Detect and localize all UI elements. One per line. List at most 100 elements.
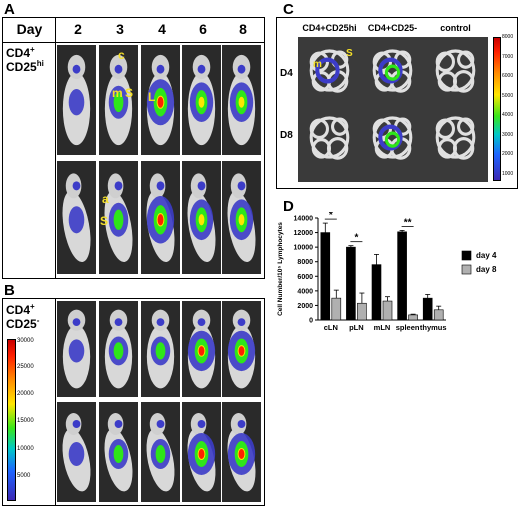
mouse-image-ventral — [99, 45, 138, 155]
mouse-image-lateral — [99, 161, 138, 274]
legend-label: day 4 — [476, 251, 497, 260]
day-label-3: 3 — [116, 21, 124, 37]
legend-swatch — [461, 250, 472, 261]
mouse-image-lateral — [222, 402, 261, 502]
mouse-image-ventral — [57, 45, 96, 155]
significance-label: * — [354, 233, 358, 244]
row-label-cd25neg: CD4+ CD25- — [6, 302, 40, 332]
intestine-image — [425, 38, 486, 103]
annotation-s-top: S — [125, 86, 134, 100]
x-tick-label: mLN — [374, 323, 391, 332]
y-tick-label: 6000 — [297, 274, 313, 281]
mouse-image-lateral — [141, 402, 180, 502]
colorbar-c-tick: 2000 — [502, 151, 514, 157]
intestine-image — [425, 105, 486, 170]
day-label-8: 8 — [239, 21, 247, 37]
mouse-image-ventral — [182, 45, 221, 155]
intestine-image — [362, 105, 423, 170]
mouse-image-ventral — [57, 301, 96, 397]
annotation-s-bottom: S — [100, 214, 109, 228]
column-divider-b — [55, 299, 56, 505]
intestine-image — [299, 38, 360, 103]
mouse-image-lateral — [222, 161, 261, 274]
panel-c-col-header: CD4+CD25hi — [302, 23, 357, 33]
bar-day-4 — [320, 232, 331, 321]
mouse-image-lateral — [57, 402, 96, 502]
bar-day-4 — [371, 264, 382, 321]
annotation-m: m — [112, 86, 123, 100]
annotation-c-m: m — [313, 59, 322, 70]
mouse-image-ventral — [141, 45, 180, 155]
day-label-4: 4 — [158, 21, 166, 37]
colorbar-b-tick: 20000 — [17, 391, 34, 397]
colorbar-b-tick: 15000 — [17, 418, 34, 424]
x-tick-label: cLN — [324, 323, 338, 332]
header-divider — [3, 42, 264, 43]
row-label-cd25hi: CD4+ CD25hi — [6, 45, 44, 75]
y-tick-label: 2000 — [297, 303, 313, 310]
mouse-image-lateral — [57, 161, 96, 274]
y-axis-label: Cell Number/10⁵ Lymphocytes — [277, 222, 284, 316]
bar-day-8 — [382, 300, 393, 321]
annotation-l: L — [148, 90, 156, 104]
legend-label: day 8 — [476, 265, 497, 274]
day-label-6: 6 — [199, 21, 207, 37]
mouse-image-lateral — [141, 161, 180, 274]
panel-c-letter: C — [283, 1, 294, 18]
day-label-2: 2 — [74, 21, 82, 37]
mouse-image-ventral — [141, 301, 180, 397]
bar-day-8 — [408, 314, 418, 321]
panel-c-col-header: control — [440, 23, 471, 33]
panel-a-letter: A — [4, 1, 15, 18]
colorbar-c-tick: 3000 — [502, 131, 514, 138]
y-tick-label: 12000 — [294, 230, 314, 237]
x-tick-label: pLN — [349, 323, 364, 332]
colorbar-c-tick: 7000 — [502, 53, 514, 60]
panel-c-row-header: D8 — [280, 130, 293, 141]
colorbar-c — [493, 37, 501, 181]
bar-day-4 — [422, 297, 433, 321]
panel-c-col-header: CD4+CD25- — [367, 23, 418, 33]
colorbar-c-tick: 1000 — [502, 170, 514, 177]
mouse-image-lateral — [99, 402, 138, 502]
bar-day-8 — [357, 302, 367, 321]
colorbar-c-tick: 5000 — [502, 92, 514, 99]
y-tick-label: 14000 — [294, 216, 314, 223]
mouse-image-lateral — [182, 402, 221, 502]
bar-day-8 — [433, 309, 444, 321]
colorbar-b-tick: 10000 — [17, 446, 34, 452]
intestine-image — [299, 105, 360, 170]
annotation-a: a — [102, 192, 109, 206]
panel-c-row-header: D4 — [280, 68, 293, 79]
colorbar-b-tick: 30000 — [17, 338, 34, 344]
bar-day-8 — [331, 297, 342, 321]
bar-day-4 — [397, 231, 407, 321]
mouse-image-ventral — [182, 301, 221, 397]
colorbar-c-tick: 6000 — [502, 73, 514, 79]
y-tick-label: 4000 — [297, 288, 313, 295]
mouse-image-lateral — [182, 161, 221, 274]
colorbar-c-tick: 4000 — [502, 112, 514, 118]
y-tick-label: 0 — [309, 318, 313, 325]
legend-swatch — [461, 264, 472, 275]
y-tick-label: 8000 — [297, 259, 313, 266]
significance-label: ** — [404, 217, 412, 228]
annotation-c-s: S — [346, 48, 353, 59]
intestine-image — [362, 38, 423, 103]
annotation-c: c — [118, 48, 125, 62]
panel-d-bar-chart: 0 2000 4000 6000 8000 10000 12000 14000 Cell Num… — [277, 212, 497, 332]
column-divider — [55, 18, 56, 278]
significance-label: * — [329, 212, 333, 221]
panel-d-letter: D — [283, 198, 294, 215]
mouse-image-ventral — [222, 301, 261, 397]
x-tick-label: spleen — [396, 323, 420, 332]
day-header: Day — [16, 21, 43, 37]
colorbar-b-tick: 25000 — [17, 364, 34, 370]
y-tick-label: 10000 — [294, 245, 314, 252]
colorbar-c-tick: 8000 — [502, 34, 514, 40]
mouse-image-ventral — [222, 45, 261, 155]
panel-b-letter: B — [4, 282, 15, 299]
x-tick-label: thymus — [420, 323, 447, 332]
mouse-image-ventral — [99, 301, 138, 397]
colorbar-b — [7, 339, 16, 501]
